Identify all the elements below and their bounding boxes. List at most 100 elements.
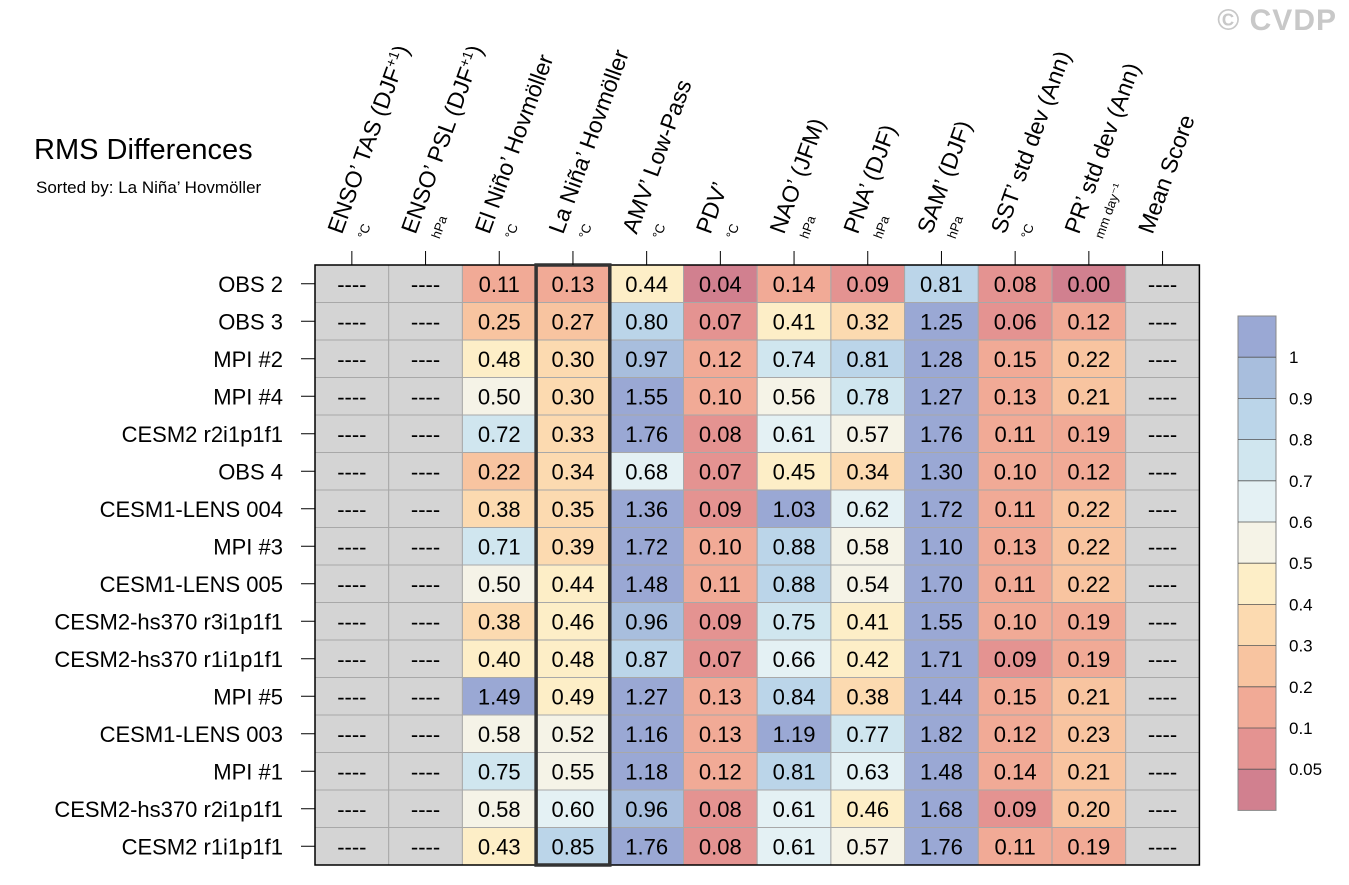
heatmap-cell bbox=[535, 602, 611, 641]
heatmap-cell bbox=[756, 302, 832, 341]
heatmap-cell bbox=[904, 302, 979, 341]
cell-value-label: 0.12 bbox=[1067, 309, 1110, 334]
colorbar-label: 0.4 bbox=[1289, 595, 1313, 614]
cell-value-label: 1.82 bbox=[920, 722, 963, 747]
colorbar-label: 0.05 bbox=[1289, 760, 1322, 779]
cell-missing-label: ---- bbox=[1148, 834, 1177, 859]
cell-value-label: 0.81 bbox=[920, 272, 963, 297]
cell-missing-label: ---- bbox=[337, 834, 366, 859]
cell-value-label: 1.76 bbox=[625, 422, 668, 447]
heatmap-cell bbox=[977, 452, 1053, 491]
column-unit-label: °C bbox=[576, 222, 595, 241]
cell-value-label: 0.13 bbox=[994, 384, 1037, 409]
cell-value-label: 0.33 bbox=[552, 422, 595, 447]
cell-value-label: 0.22 bbox=[1067, 572, 1110, 597]
heatmap-cell bbox=[609, 339, 684, 378]
cell-value-label: 0.34 bbox=[846, 459, 889, 484]
heatmap-cell bbox=[388, 827, 463, 866]
heatmap-cell bbox=[314, 414, 390, 453]
row-label: CESM2-hs370 r2i1p1f1 bbox=[54, 797, 283, 822]
heatmap-cell bbox=[314, 714, 390, 753]
heatmap-cell bbox=[977, 489, 1053, 528]
cell-value-label: 0.08 bbox=[699, 834, 742, 859]
heatmap-cell bbox=[1051, 339, 1127, 378]
cell-value-label: 0.32 bbox=[846, 309, 889, 334]
heatmap-cell bbox=[1125, 414, 1200, 453]
chart-subtitle: Sorted by: La Niña’ Hovmöller bbox=[36, 178, 262, 197]
heatmap-cell bbox=[904, 752, 979, 791]
heatmap-cell bbox=[535, 377, 611, 416]
cell-missing-label: ---- bbox=[337, 347, 366, 372]
cell-missing-label: ---- bbox=[1148, 759, 1177, 784]
row-label: OBS 2 bbox=[218, 272, 283, 297]
heatmap-cell bbox=[756, 752, 832, 791]
heatmap-cell bbox=[977, 639, 1053, 678]
heatmap-cell bbox=[830, 339, 906, 378]
cell-missing-label: ---- bbox=[411, 459, 440, 484]
heatmap-cell bbox=[977, 339, 1053, 378]
heatmap-cell bbox=[977, 414, 1053, 453]
colorbar-segment bbox=[1238, 357, 1276, 399]
cell-value-label: 0.97 bbox=[625, 347, 668, 372]
cell-value-label: 0.48 bbox=[478, 347, 521, 372]
cell-value-label: 0.46 bbox=[552, 609, 595, 634]
cell-value-label: 0.08 bbox=[699, 422, 742, 447]
heatmap-cell bbox=[756, 827, 832, 866]
heatmap-cell bbox=[977, 714, 1053, 753]
heatmap-cell bbox=[1051, 639, 1127, 678]
row-label: CESM2 r2i1p1f1 bbox=[122, 422, 283, 447]
column-label: SAM’ (DJF) bbox=[912, 117, 977, 237]
cell-value-label: 0.56 bbox=[773, 384, 816, 409]
cell-missing-label: ---- bbox=[411, 684, 440, 709]
cell-value-label: 0.12 bbox=[699, 347, 742, 372]
heatmap-cell bbox=[461, 339, 537, 378]
cell-value-label: 0.15 bbox=[994, 347, 1037, 372]
heatmap-cell bbox=[683, 714, 758, 753]
colorbar-label: 0.1 bbox=[1289, 719, 1313, 738]
heatmap-cell bbox=[461, 489, 537, 528]
row-label: MPI #3 bbox=[213, 534, 283, 559]
cell-value-label: 0.15 bbox=[994, 684, 1037, 709]
heatmap-cell bbox=[756, 714, 832, 753]
cell-value-label: 1.28 bbox=[920, 347, 963, 372]
heatmap-cell bbox=[830, 714, 906, 753]
cell-value-label: 0.22 bbox=[1067, 347, 1110, 372]
cell-value-label: 0.38 bbox=[478, 609, 521, 634]
cell-value-label: 0.81 bbox=[773, 759, 816, 784]
heatmap-cell bbox=[535, 339, 611, 378]
cell-missing-label: ---- bbox=[1148, 347, 1177, 372]
cell-value-label: 0.13 bbox=[699, 684, 742, 709]
cell-value-label: 1.30 bbox=[920, 459, 963, 484]
cell-missing-label: ---- bbox=[411, 497, 440, 522]
cell-value-label: 0.55 bbox=[552, 759, 595, 784]
heatmap-cell bbox=[1125, 714, 1200, 753]
cell-value-label: 0.11 bbox=[995, 497, 1036, 522]
heatmap-cell bbox=[683, 377, 758, 416]
colorbar-segment bbox=[1238, 398, 1276, 440]
cell-value-label: 0.11 bbox=[479, 272, 520, 297]
cell-value-label: 0.11 bbox=[995, 422, 1036, 447]
heatmap-cell bbox=[977, 789, 1053, 828]
heatmap-cell bbox=[904, 639, 979, 678]
row-label: OBS 3 bbox=[218, 309, 283, 334]
cell-value-label: 0.11 bbox=[995, 572, 1036, 597]
column-header: Mean Score bbox=[1133, 111, 1200, 236]
cell-value-label: 0.43 bbox=[478, 834, 521, 859]
cell-missing-label: ---- bbox=[337, 309, 366, 334]
heatmap-cell bbox=[977, 752, 1053, 791]
cell-value-label: 0.77 bbox=[846, 722, 889, 747]
row-label: OBS 4 bbox=[218, 459, 283, 484]
cell-value-label: 1.49 bbox=[478, 684, 521, 709]
cell-value-label: 0.63 bbox=[846, 759, 889, 784]
colorbar-segment bbox=[1238, 645, 1276, 687]
heatmap-cell bbox=[388, 377, 463, 416]
cell-value-label: 0.12 bbox=[699, 759, 742, 784]
heatmap-cell bbox=[388, 264, 463, 303]
cell-value-label: 0.21 bbox=[1067, 384, 1110, 409]
heatmap-cell bbox=[830, 489, 906, 528]
cell-value-label: 1.10 bbox=[920, 534, 963, 559]
cell-missing-label: ---- bbox=[411, 309, 440, 334]
heatmap-cell bbox=[756, 452, 832, 491]
heatmap-cell bbox=[609, 302, 684, 341]
cell-missing-label: ---- bbox=[1148, 684, 1177, 709]
